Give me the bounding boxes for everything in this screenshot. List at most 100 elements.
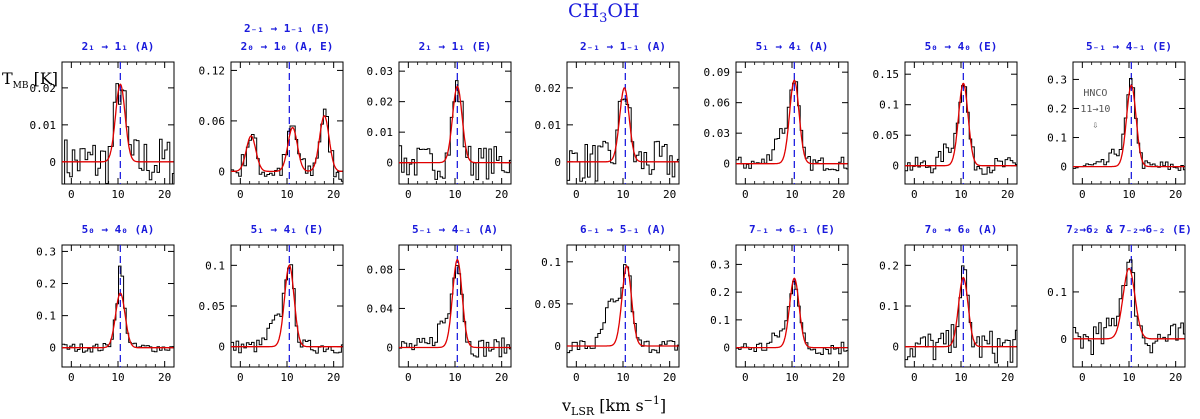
xlabel-v: v	[561, 396, 571, 415]
annotation-arrow-icon: ⇩	[1092, 120, 1098, 131]
observed-spectrum	[64, 83, 174, 184]
y-tick-label: 0	[892, 160, 899, 173]
y-axis-label: TMB [K]	[2, 69, 58, 91]
y-tick-label: 0.08	[367, 263, 394, 276]
x-tick-label: 20	[1001, 188, 1014, 201]
x-tick-label: 0	[405, 188, 412, 201]
observed-spectrum	[905, 85, 1017, 175]
x-tick-label: 20	[327, 188, 340, 201]
panel-plot-area	[905, 265, 1017, 364]
x-tick-label: 10	[280, 371, 293, 384]
panel-title: 2₁ → 1₁ (A)	[82, 40, 155, 53]
panel-11: 6₋₁ → 5₋₁ (A) 0 10 20 0 0.05 0.1	[535, 223, 680, 384]
y-tick-label: 0.09	[704, 66, 731, 79]
gaussian-fit	[1073, 267, 1185, 340]
y-tick-label: 0.3	[36, 245, 56, 258]
panel-14: 7₂→6₂ & 7₋₂→6₋₂ (E) 0 10 20 0 0.1	[1047, 223, 1192, 384]
panel-title: 2₋₁ → 1₋₁ (A)	[580, 40, 666, 53]
y-tick-label: 0	[892, 341, 899, 354]
panel-plot-area	[1073, 78, 1185, 171]
panel-5: 5₁ → 4₁ (A) 0 10 20 0 0.03 0.06 0.09	[704, 40, 849, 201]
panels: 2₁ → 1₁ (A) 0 10 20 0 0.01 0.02 2₋₁ → 1₋₁ (E) 2₀…	[30, 22, 1192, 384]
y-tick-label: 0.03	[704, 127, 731, 140]
xlabel-end: ]	[660, 396, 666, 415]
gaussian-fit	[231, 115, 343, 173]
panel-plot-area	[62, 83, 174, 184]
x-tick-label: 20	[495, 188, 508, 201]
x-tick-label: 0	[68, 188, 75, 201]
panel-plot-area	[231, 264, 343, 354]
x-tick-label: 0	[742, 371, 749, 384]
x-tick-label: 20	[1169, 371, 1182, 384]
figure-title-main: CH3OH	[568, 0, 640, 26]
panel-frame	[566, 61, 680, 185]
x-tick-label: 10	[616, 371, 629, 384]
observed-spectrum	[736, 281, 848, 355]
x-tick-label: 10	[280, 188, 293, 201]
panel-plot-area	[736, 277, 848, 355]
x-tick-label: 20	[1169, 188, 1182, 201]
panel-1: 2₁ → 1₁ (A) 0 10 20 0 0.01 0.02	[30, 40, 175, 201]
x-tick-label: 0	[237, 188, 244, 201]
y-tick-label: 0	[218, 165, 225, 178]
panel-12: 7₋₁ → 6₋₁ (E) 0 10 20 0 0.1 0.2 0.3	[710, 223, 849, 384]
y-tick-label: 0	[723, 342, 730, 355]
y-tick-label: 0.01	[535, 119, 562, 132]
title-ch: CH	[568, 0, 599, 22]
y-tick-label: 0.1	[879, 99, 899, 112]
ylabel-unit: [K]	[29, 69, 59, 88]
x-tick-label: 20	[663, 371, 676, 384]
y-tick-label: 0.1	[36, 310, 56, 323]
panel-plot-area	[399, 80, 511, 181]
panel-10: 5₋₁ → 4₋₁ (A) 0 10 20 0 0.04 0.08	[367, 223, 512, 384]
x-tick-label: 10	[616, 188, 629, 201]
title-sub: 3	[599, 11, 607, 26]
x-tick-label: 10	[954, 188, 967, 201]
observed-spectrum	[567, 98, 679, 182]
panel-frame	[566, 244, 680, 368]
x-tick-label: 0	[911, 188, 918, 201]
observed-spectrum	[567, 264, 679, 354]
x-tick-label: 10	[111, 188, 124, 201]
x-tick-label: 0	[742, 188, 749, 201]
gaussian-fit	[905, 276, 1017, 348]
y-tick-label: 0.1	[879, 300, 899, 313]
x-tick-label: 10	[448, 371, 461, 384]
y-tick-label: 0.05	[873, 129, 900, 142]
panel-title: 5₀ → 4₀ (E)	[925, 40, 998, 53]
x-tick-label: 20	[327, 371, 340, 384]
observed-spectrum	[399, 265, 511, 358]
panel-7: 5₋₁ → 4₋₁ (E) 0 10 20 0 0.1 0.2 0.3 HNCO 11→10 ⇩	[1047, 40, 1186, 201]
x-tick-label: 10	[954, 371, 967, 384]
x-tick-label: 0	[1079, 188, 1086, 201]
panel-plot-area	[399, 258, 511, 358]
panel-title: 5₋₁ → 4₋₁ (E)	[1086, 40, 1172, 53]
gaussian-fit	[736, 79, 848, 165]
y-tick-label: 0.03	[367, 65, 394, 78]
x-tick-label: 10	[111, 371, 124, 384]
y-tick-label: 0.02	[30, 82, 57, 95]
panel-title: 2₋₁ → 1₋₁ (E)	[244, 22, 330, 35]
gaussian-fit	[231, 264, 343, 348]
x-tick-label: 20	[1001, 371, 1014, 384]
y-tick-label: 0.2	[36, 278, 56, 291]
x-tick-label: 20	[158, 188, 171, 201]
xlabel-sub: LSR	[571, 405, 595, 418]
observed-spectrum	[1073, 78, 1185, 171]
y-tick-label: 0.3	[1047, 73, 1067, 86]
observed-spectrum	[231, 108, 343, 182]
x-tick-label: 20	[832, 188, 845, 201]
x-tick-label: 0	[573, 188, 580, 201]
x-tick-label: 0	[911, 371, 918, 384]
panel-title: 7₂→6₂ & 7₋₂→6₋₂ (E)	[1066, 223, 1192, 236]
y-tick-label: 0	[554, 340, 561, 353]
y-tick-label: 0.2	[879, 259, 899, 272]
x-tick-label: 0	[1079, 371, 1086, 384]
y-tick-label: 0	[1060, 333, 1067, 346]
y-tick-label: 0	[218, 341, 225, 354]
y-tick-label: 0.02	[367, 96, 394, 109]
gaussian-fit	[62, 83, 174, 163]
y-tick-label: 0.1	[710, 314, 730, 327]
panel-plot-area	[1073, 259, 1185, 355]
